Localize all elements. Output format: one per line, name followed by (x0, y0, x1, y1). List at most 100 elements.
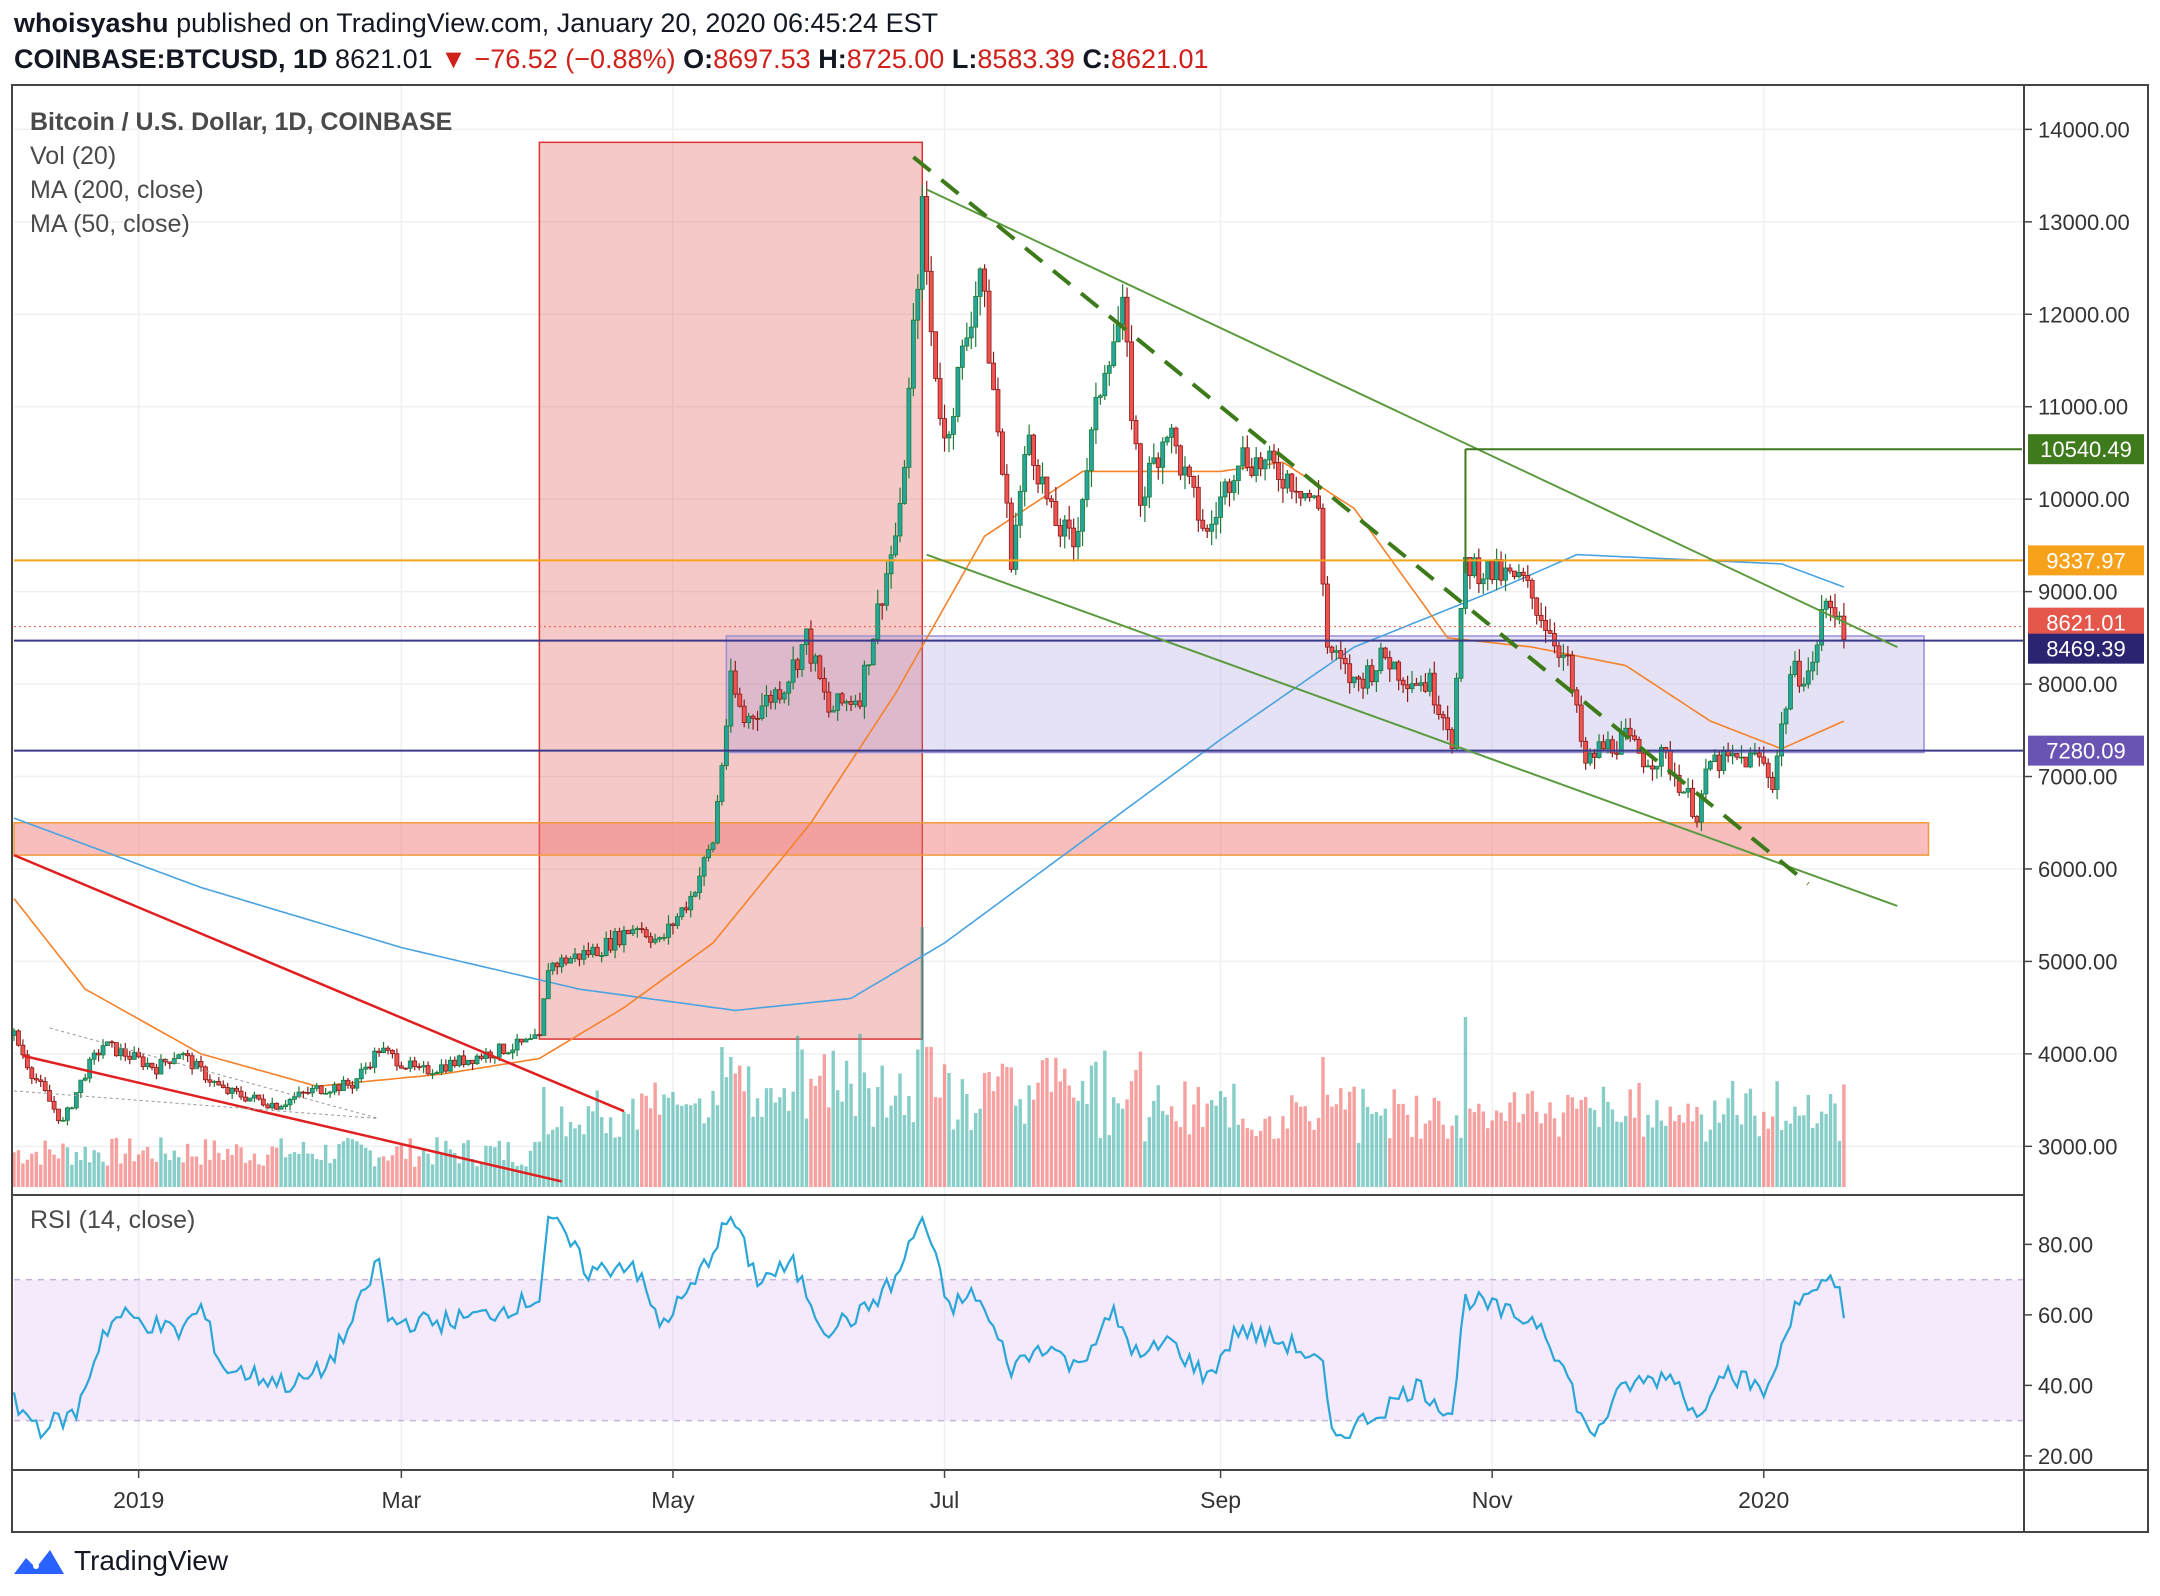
candle-body (439, 1064, 444, 1073)
author-name[interactable]: whoisyashu (14, 8, 169, 38)
volume-bar (1022, 1123, 1027, 1187)
volume-bar (1098, 1138, 1103, 1187)
last-price: 8621.01 (335, 44, 433, 74)
volume-bar (1174, 1121, 1178, 1187)
volume-bar (974, 1112, 978, 1187)
candle-body (915, 288, 921, 321)
volume-bar (982, 1073, 987, 1187)
candle-body (1146, 462, 1152, 498)
volume-bar (1730, 1080, 1735, 1187)
candle-body (1369, 665, 1375, 683)
candle-body (986, 290, 992, 364)
volume-bar (813, 1085, 818, 1187)
candle-body (741, 705, 747, 723)
candle-body (1008, 502, 1014, 570)
volume-bar (715, 1105, 720, 1187)
volume-bar (662, 1094, 666, 1187)
candle-body (47, 1090, 53, 1102)
volume-bar (840, 1101, 844, 1187)
candle-body (1614, 752, 1620, 755)
volume-bar (965, 1093, 969, 1187)
volume-bar (444, 1140, 448, 1187)
volume-bar (1223, 1097, 1227, 1187)
candle-body (884, 573, 890, 606)
volume-bar (337, 1144, 341, 1187)
candle-body (1129, 341, 1134, 421)
volume-bar (831, 1050, 835, 1187)
volume-bar (1566, 1094, 1570, 1187)
candle-body (1178, 445, 1183, 476)
volume-bar (684, 1104, 689, 1187)
volume-bar (61, 1143, 65, 1187)
volume-bar (648, 1108, 653, 1187)
candle-body (1325, 583, 1330, 648)
candle-body (657, 937, 662, 940)
candle-body (1298, 491, 1304, 499)
candle-body (1658, 747, 1664, 767)
volume-bar (417, 1156, 421, 1187)
volume-bar (702, 1123, 706, 1187)
candle-body (1062, 519, 1068, 537)
candle-body (1231, 480, 1237, 493)
volume-bar (938, 1097, 942, 1187)
candle-body (1561, 654, 1566, 658)
candle-body (1440, 714, 1446, 719)
candle-body (1227, 481, 1232, 493)
label-support-lower-box (2028, 735, 2144, 766)
volume-bar (1316, 1117, 1321, 1187)
volume-bar (399, 1144, 404, 1187)
volume-bar (261, 1165, 266, 1187)
volume-bar (1161, 1111, 1165, 1187)
rsi-band (14, 1279, 2024, 1421)
volume-bar (136, 1154, 141, 1187)
candle-body (746, 715, 752, 723)
volume-bar (542, 1087, 546, 1187)
volume-bar (1824, 1114, 1828, 1187)
candle-body (1164, 436, 1170, 443)
volume-bar (582, 1134, 586, 1187)
volume-bar (1445, 1138, 1450, 1187)
volume-bar (243, 1162, 248, 1187)
volume-bar (203, 1139, 208, 1187)
label-high-level-box (2028, 434, 2144, 465)
volume-bar (1646, 1114, 1650, 1187)
candle-body (287, 1098, 293, 1106)
candle-body (577, 953, 582, 960)
wedge-lower (13, 1090, 380, 1120)
volume-bar (1802, 1115, 1806, 1187)
volume-bar (430, 1164, 435, 1187)
volume-bar (70, 1164, 74, 1187)
legend-ma200: MA (200, close) (30, 176, 204, 204)
volume-bar (1005, 1067, 1009, 1187)
candle-body (1601, 741, 1606, 750)
footer-brand[interactable]: TradingView (12, 1544, 228, 1578)
volume-bar (1388, 1138, 1392, 1187)
rsi-tick-label: 80.00 (2038, 1232, 2093, 1257)
label-support-upper: 8469.39 (2046, 637, 2126, 662)
volume-bar (1290, 1095, 1294, 1187)
candle-body (1365, 665, 1370, 689)
publish-info: whoisyashu published on TradingView.com,… (14, 8, 938, 39)
volume-bar (729, 1057, 733, 1187)
candle-body (1596, 741, 1602, 758)
candle-body (278, 1106, 284, 1110)
high-label: H: (818, 44, 847, 74)
rsi-line (12, 1214, 1845, 1440)
candle-body (1716, 754, 1722, 771)
volume-bar (1526, 1093, 1530, 1187)
open-value: 8697.53 (713, 44, 811, 74)
candle-body (1378, 647, 1384, 672)
volume-bar (1303, 1106, 1307, 1187)
volume-bar (902, 1114, 907, 1187)
volume-bar (359, 1144, 363, 1187)
volume-bar (595, 1090, 599, 1187)
candle-body (519, 1038, 524, 1043)
candle-body (523, 1038, 529, 1043)
candle-body (203, 1066, 208, 1081)
candle-body (105, 1041, 110, 1047)
volume-bar (1597, 1126, 1601, 1187)
volume-bar (21, 1163, 25, 1187)
candle-body (505, 1052, 511, 1055)
candle-body (790, 659, 796, 683)
